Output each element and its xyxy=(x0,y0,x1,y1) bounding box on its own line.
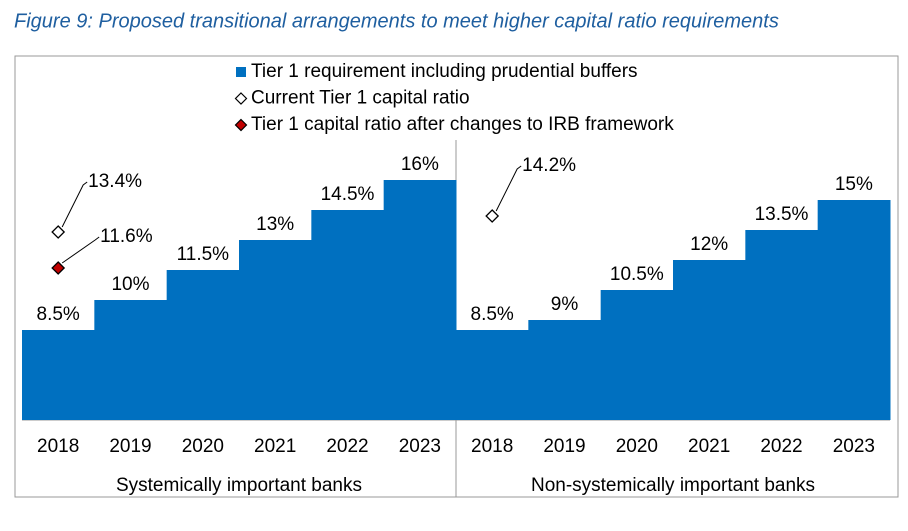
leader-line xyxy=(61,236,100,264)
bar xyxy=(239,240,312,420)
chart-title: Figure 9: Proposed transitional arrangem… xyxy=(14,10,779,32)
marker xyxy=(51,261,66,275)
bar xyxy=(94,300,168,420)
bar xyxy=(745,230,819,420)
bar-value-label: 10% xyxy=(111,274,149,295)
x-tick-label: 2023 xyxy=(399,436,441,457)
bar-value-label: 14.5% xyxy=(321,184,375,205)
marker-value-label: 13.4% xyxy=(88,171,142,192)
bar xyxy=(673,260,746,420)
bar-value-label: 12% xyxy=(690,234,728,255)
bar-value-label: 16% xyxy=(401,154,439,175)
legend-label: Current Tier 1 capital ratio xyxy=(251,88,470,109)
bar xyxy=(817,200,891,420)
leader-line xyxy=(61,181,88,228)
bar-value-label: 8.5% xyxy=(37,304,80,325)
legend-swatch xyxy=(234,118,248,132)
bar-value-label: 8.5% xyxy=(471,304,514,325)
group-label: Non-systemically important banks xyxy=(531,475,815,496)
bar xyxy=(311,210,385,420)
marker xyxy=(51,225,66,239)
bar xyxy=(600,290,674,420)
bar-value-label: 10.5% xyxy=(610,264,664,285)
bar-value-label: 11.5% xyxy=(177,244,230,265)
bar xyxy=(22,330,95,420)
x-tick-label: 2018 xyxy=(37,436,79,457)
marker xyxy=(485,209,500,223)
x-tick-label: 2021 xyxy=(254,436,296,457)
legend-label: Tier 1 capital ratio after changes to IR… xyxy=(251,114,674,135)
legend-swatch xyxy=(236,67,246,77)
x-tick-label: 2020 xyxy=(616,436,658,457)
x-tick-label: 2021 xyxy=(688,436,730,457)
bar xyxy=(456,330,529,420)
bar xyxy=(528,320,602,420)
legend-label: Tier 1 requirement including prudential … xyxy=(251,61,638,82)
marker-value-label: 14.2% xyxy=(522,155,576,176)
bar xyxy=(166,270,240,420)
group-label: Systemically important banks xyxy=(116,475,362,496)
x-tick-label: 2022 xyxy=(326,436,368,457)
x-tick-label: 2020 xyxy=(182,436,224,457)
x-tick-label: 2019 xyxy=(543,436,585,457)
bar-value-label: 15% xyxy=(835,174,873,195)
bar xyxy=(383,180,457,420)
bar-value-label: 9% xyxy=(551,294,579,315)
bar-value-label: 13% xyxy=(256,214,294,235)
legend-swatch xyxy=(234,92,248,105)
marker-value-label: 11.6% xyxy=(100,226,153,247)
x-tick-label: 2019 xyxy=(109,436,151,457)
bar-value-label: 13.5% xyxy=(755,204,809,225)
leader-line xyxy=(495,165,522,212)
x-tick-label: 2018 xyxy=(471,436,513,457)
x-tick-label: 2023 xyxy=(833,436,875,457)
x-tick-label: 2022 xyxy=(760,436,802,457)
